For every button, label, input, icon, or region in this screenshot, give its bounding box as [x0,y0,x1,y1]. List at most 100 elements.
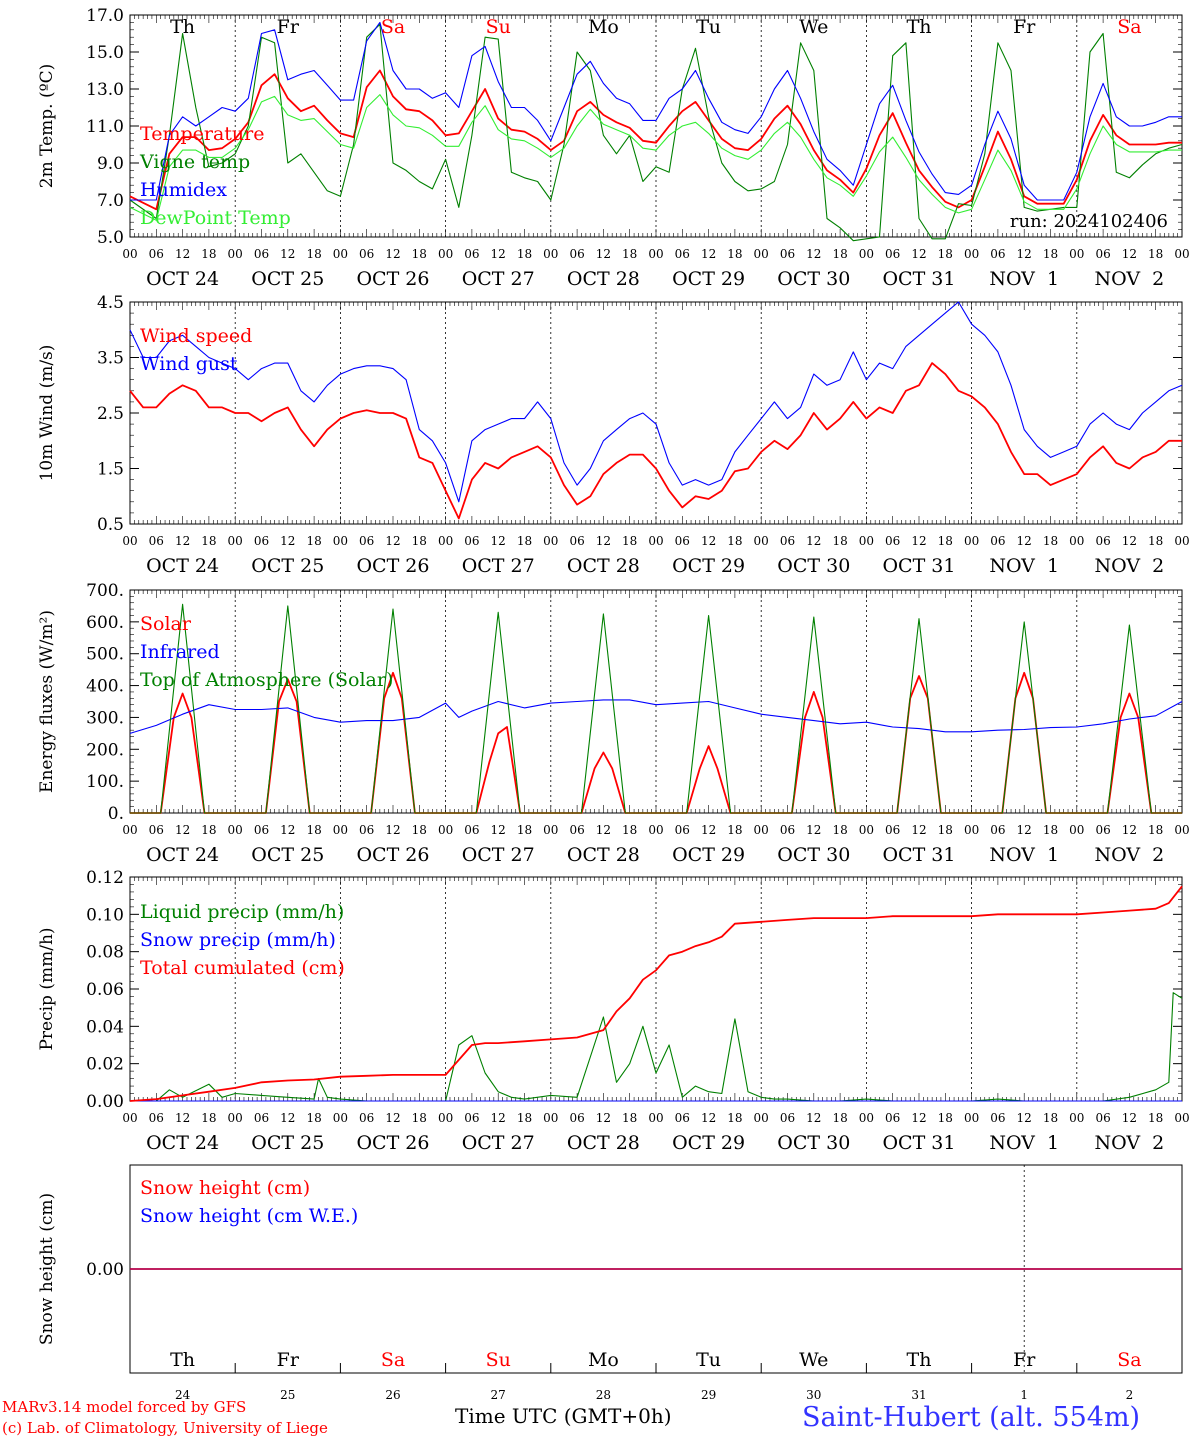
legend-entry: Total cumulated (cm) [140,957,345,979]
hour-label: 06 [569,247,584,261]
hour-label: 18 [1043,1111,1058,1125]
hour-label: 00 [648,247,663,261]
weekday-label: Su [486,16,511,38]
date-label: OCT 28 [567,1132,640,1154]
hour-label: 06 [464,1111,479,1125]
hour-label: 06 [359,534,374,548]
hour-label: 06 [885,534,900,548]
hour-label: 00 [648,823,663,837]
hour-label: 00 [122,247,137,261]
day-number-label: 28 [596,1388,611,1400]
hour-label: 18 [306,1111,321,1125]
hour-label: 00 [122,823,137,837]
hour-label: 18 [1043,247,1058,261]
legend-entry: Humidex [140,179,227,201]
hour-label: 18 [412,1111,427,1125]
hour-label: 12 [175,823,190,837]
series-line [130,992,1183,1102]
hour-label: 12 [385,247,400,261]
hour-label: 00 [859,823,874,837]
hour-label: 00 [228,823,243,837]
legend-entry: Temperature [140,123,264,145]
date-label: OCT 26 [356,555,429,577]
date-label: NOV 2 [1095,1132,1165,1154]
date-label: OCT 30 [777,268,850,290]
hour-label: 18 [517,823,532,837]
hour-label: 06 [464,247,479,261]
hour-label: 06 [885,1111,900,1125]
hour-label: 00 [1174,247,1189,261]
date-label: OCT 31 [882,1132,955,1154]
hour-label: 12 [1017,247,1032,261]
weekday-label: Sa [381,1349,405,1371]
hour-label: 06 [464,534,479,548]
hour-label: 12 [175,247,190,261]
hour-label: 06 [1095,534,1110,548]
hour-label: 18 [306,247,321,261]
hour-label: 00 [122,1111,137,1125]
date-label: OCT 30 [777,555,850,577]
hour-label: 00 [1174,534,1189,548]
hour-label: 00 [964,823,979,837]
date-label: OCT 28 [567,844,640,866]
legend-entry: Infrared [140,641,220,663]
hour-label: 12 [175,534,190,548]
hour-label: 12 [701,247,716,261]
y-axis-title: Energy fluxes (W/m²) [37,610,57,793]
y-tick-label: 13.0 [86,80,124,100]
hour-label: 00 [964,247,979,261]
weekday-label: Tu [696,1349,721,1371]
hour-label: 06 [675,534,690,548]
hour-label: 12 [1017,1111,1032,1125]
hour-label: 00 [543,823,558,837]
series-line [129,699,1183,734]
hour-label: 12 [1122,247,1137,261]
time-axis-title: Time UTC (GMT+0h) [455,1404,672,1428]
date-label: NOV 2 [1095,555,1165,577]
hour-label: 00 [1174,823,1189,837]
hour-label: 12 [596,1111,611,1125]
y-tick-label: 11.0 [86,117,124,137]
hour-label: 00 [543,534,558,548]
weekday-label: Mo [588,1349,619,1371]
weekday-label: Sa [1117,16,1141,38]
date-label: OCT 29 [672,1132,745,1154]
hour-label: 18 [1148,534,1163,548]
y-tick-label: 0.04 [86,1017,124,1037]
hour-label: 06 [780,247,795,261]
hour-label: 18 [727,247,742,261]
hour-label: 00 [859,534,874,548]
hour-label: 18 [622,1111,637,1125]
hour-label: 00 [1069,534,1084,548]
hour-label: 06 [254,247,269,261]
hour-label: 00 [122,534,137,548]
hour-label: 06 [1095,1111,1110,1125]
hour-label: 06 [1095,823,1110,837]
hour-label: 06 [149,247,164,261]
hour-label: 18 [201,247,216,261]
hour-label: 18 [201,534,216,548]
panel-4: 0.00 0.02 0.04 0.06 0.08 0.10 0.12 Precip (mm/h… [37,868,1190,1154]
weekday-label: Fr [1013,16,1036,38]
y-tick-label: 0. [108,804,124,824]
hour-label: 06 [675,247,690,261]
date-label: OCT 29 [672,268,745,290]
y-tick-label: 300. [86,708,124,728]
hour-label: 18 [412,823,427,837]
date-label: NOV 1 [989,555,1059,577]
hour-label: 18 [727,534,742,548]
date-label: OCT 27 [462,1132,535,1154]
y-tick-label: 0.08 [86,943,124,963]
day-number-label: 29 [701,1388,716,1400]
day-number-label: 1 [1020,1388,1028,1400]
series-line [129,885,1183,1102]
y-tick-label: 7.0 [97,191,124,211]
hour-label: 00 [438,823,453,837]
lab-credit-line: (c) Lab. of Climatology, University of L… [2,1419,328,1437]
date-label: NOV 1 [989,844,1059,866]
hour-label: 06 [149,1111,164,1125]
weekday-label: Sa [381,16,405,38]
hour-label: 18 [1148,247,1163,261]
y-tick-label: 3.5 [97,349,124,369]
hour-label: 06 [990,534,1005,548]
